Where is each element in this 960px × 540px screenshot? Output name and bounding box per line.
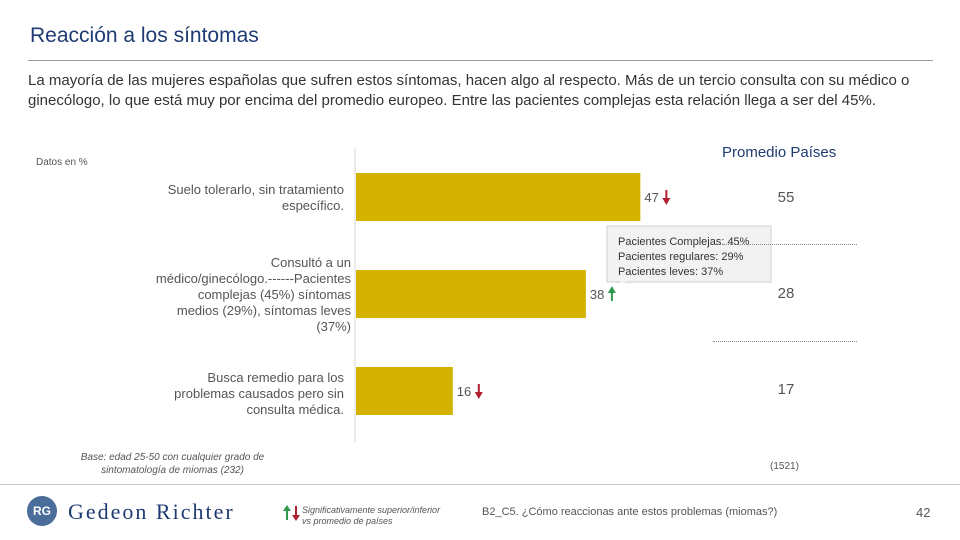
bar-value-label-0: 47 (644, 190, 658, 205)
question-reference: B2_C5. ¿Cómo reaccionas ante estos probl… (482, 506, 778, 518)
intro-paragraph: La mayoría de las mujeres españolas que … (28, 72, 910, 109)
bar-0 (356, 173, 641, 221)
comparison-title: Promedio Países (722, 144, 837, 161)
comparison-sample-size: (1521) (770, 461, 799, 472)
comparison-divider (713, 341, 857, 342)
category-label-1: Consultó a un médico/ginecólogo.------Pa… (155, 255, 351, 334)
category-label-0: Suelo tolerarlo, sin tratamiento específ… (167, 182, 344, 213)
bar-value-label-2: 16 (457, 384, 471, 399)
significance-legend-text: Significativamente superior/inferior vs … (302, 505, 441, 526)
comparison-divider (713, 244, 857, 245)
brand-logo-icon: RG (27, 496, 57, 526)
title-divider (28, 60, 933, 61)
arrow-down-icon-0 (662, 198, 671, 205)
arrow-down-icon-2 (474, 392, 483, 399)
footer-divider (0, 484, 960, 485)
bar-2 (356, 367, 453, 415)
comparison-value-2: 17 (777, 381, 795, 398)
callout-line-mild: Pacientes leves: 37% (618, 266, 724, 278)
comparison-value-0: 55 (777, 189, 795, 206)
category-label-2: Busca remedio para los problemas causado… (174, 370, 344, 417)
page-title: Reacción a los síntomas (30, 24, 259, 47)
brand-name: Gedeon Richter (68, 499, 235, 524)
arrow-down-icon-shaft-2 (477, 384, 480, 393)
base-note: Base: edad 25-50 con cualquier grado de … (80, 452, 265, 476)
units-label: Datos en % (36, 157, 88, 168)
callout-text: Pacientes Complejas: 45% Pacientes regul… (618, 235, 749, 280)
arrow-up-icon-shaft-1 (610, 292, 613, 301)
callout-line-regular: Pacientes regulares: 29% (618, 251, 744, 263)
bar-value-label-1: 38 (590, 287, 604, 302)
significance-legend-icon (283, 505, 300, 521)
arrow-down-icon-shaft-0 (665, 190, 668, 199)
bar-1 (356, 270, 586, 318)
callout-line-complex: Pacientes Complejas: 45% (618, 236, 750, 248)
page-number: 42 (916, 505, 931, 520)
comparison-value-1: 28 (777, 285, 795, 302)
callout-bubble (606, 225, 772, 283)
arrow-up-icon-1 (607, 286, 616, 293)
